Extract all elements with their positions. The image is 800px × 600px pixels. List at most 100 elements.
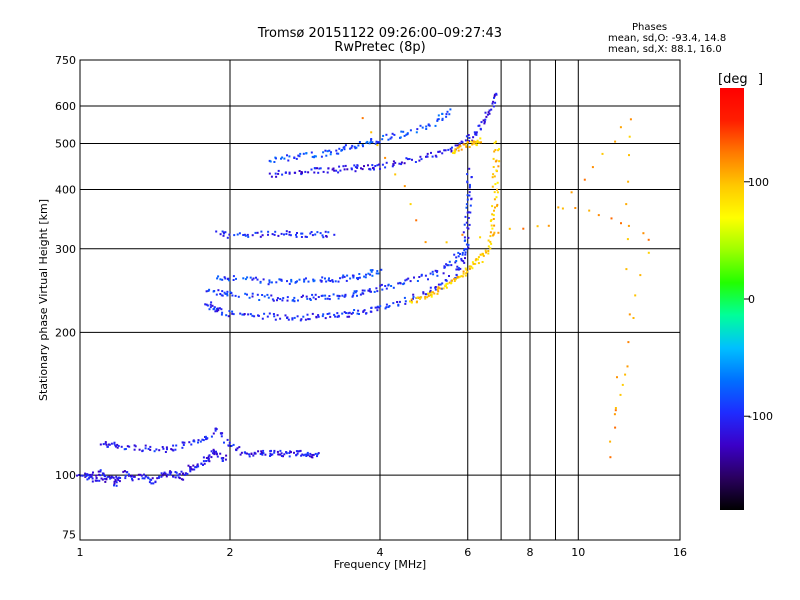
- echo-point: [489, 231, 492, 234]
- echo-point: [412, 295, 415, 298]
- echo-point: [470, 198, 473, 201]
- echo-point: [87, 477, 90, 480]
- echo-point: [270, 449, 272, 452]
- echo-point: [341, 312, 344, 315]
- echo-point: [298, 450, 301, 453]
- echo-point: [468, 265, 471, 268]
- echo-point: [485, 251, 488, 254]
- echo-point: [436, 288, 439, 291]
- echo-point: [314, 298, 317, 301]
- echo-point: [273, 449, 276, 452]
- x-tick-label: 4: [377, 546, 384, 559]
- echo-point: [468, 183, 471, 186]
- echo-point: [122, 470, 125, 473]
- echo-point: [275, 281, 278, 284]
- echo-point: [261, 234, 264, 237]
- echo-point: [286, 299, 289, 302]
- echo-point: [456, 147, 459, 149]
- echo-point: [450, 282, 452, 285]
- echo-point: [406, 158, 409, 161]
- echo-point: [491, 227, 494, 230]
- echo-point: [454, 144, 457, 147]
- echo-point: [328, 277, 330, 280]
- echo-point: [478, 141, 480, 144]
- echo-point: [308, 318, 311, 321]
- echo-point: [508, 227, 511, 230]
- echo-point: [161, 446, 164, 448]
- echo-point: [139, 473, 142, 476]
- echo-point: [248, 296, 251, 299]
- echo-point: [462, 270, 465, 273]
- echo-point: [484, 111, 487, 114]
- echo-point: [328, 298, 331, 301]
- echo-point: [192, 464, 195, 467]
- echo-point: [278, 278, 281, 281]
- echo-point: [436, 118, 439, 121]
- echo-point: [498, 148, 500, 151]
- echo-point: [296, 232, 298, 234]
- echo-point: [465, 135, 468, 138]
- echo-point: [259, 235, 262, 238]
- echo-point: [213, 306, 216, 309]
- echo-point: [468, 136, 471, 139]
- echo-point: [627, 180, 630, 183]
- echo-point: [458, 144, 461, 147]
- x-tick-label: 16: [673, 546, 687, 559]
- echo-point: [352, 311, 354, 314]
- echo-point: [408, 158, 411, 160]
- echo-point: [381, 288, 384, 291]
- echo-point: [263, 295, 266, 298]
- echo-point: [461, 233, 464, 236]
- echo-point: [284, 314, 287, 317]
- echo-point: [211, 304, 214, 307]
- echo-point: [375, 287, 378, 290]
- echo-point: [162, 447, 165, 450]
- echo-point: [224, 292, 227, 295]
- echo-point: [628, 135, 631, 138]
- echo-point: [274, 230, 277, 233]
- echo-point: [404, 279, 407, 282]
- echo-point: [412, 293, 415, 296]
- echo-point: [99, 474, 102, 477]
- echo-point: [246, 452, 248, 455]
- echo-point: [358, 273, 361, 275]
- echo-point: [436, 292, 439, 295]
- echo-point: [416, 128, 419, 131]
- echo-point: [487, 245, 490, 248]
- echo-point: [271, 233, 274, 236]
- echo-point: [465, 203, 468, 206]
- echo-point: [345, 312, 347, 314]
- echo-point: [99, 470, 102, 473]
- echo-point: [272, 313, 275, 315]
- echo-point: [626, 238, 629, 241]
- echo-point: [430, 151, 432, 154]
- echo-point: [247, 313, 250, 316]
- echo-point: [457, 268, 460, 271]
- echo-point: [300, 296, 303, 298]
- echo-point: [324, 294, 327, 297]
- echo-point: [460, 259, 463, 262]
- echo-point: [290, 280, 293, 283]
- echo-point: [362, 310, 365, 313]
- echo-point: [430, 293, 433, 296]
- echo-point: [365, 312, 367, 315]
- echo-point: [295, 157, 298, 160]
- echo-point: [438, 150, 441, 153]
- echo-point: [430, 295, 433, 298]
- echo-point: [115, 484, 118, 487]
- echo-point: [268, 312, 271, 315]
- echo-point: [474, 140, 477, 143]
- echo-point: [144, 444, 147, 447]
- echo-point: [373, 290, 376, 293]
- echo-point: [104, 442, 107, 445]
- echo-point: [597, 214, 600, 217]
- echo-point: [441, 282, 444, 285]
- echo-point: [619, 126, 622, 129]
- echo-point: [409, 300, 411, 303]
- echo-point: [384, 166, 387, 169]
- echo-point: [498, 160, 501, 163]
- echo-point: [317, 171, 320, 174]
- echo-point: [317, 315, 320, 318]
- echo-point: [313, 156, 315, 159]
- echo-point: [271, 453, 274, 456]
